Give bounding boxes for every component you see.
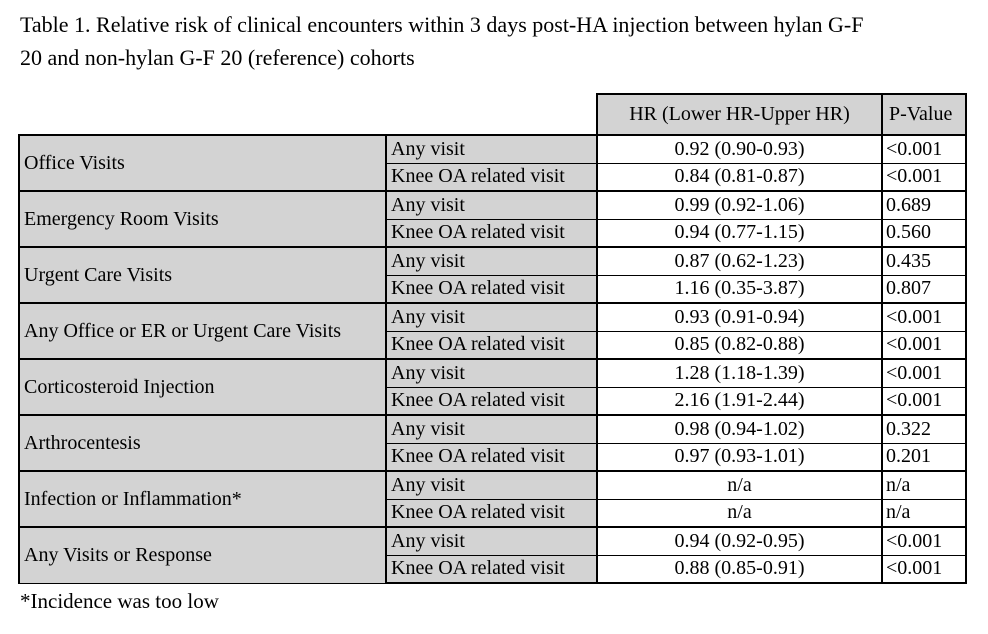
pvalue-cell: n/a <box>881 470 967 500</box>
relative-risk-table: HR (Lower HR-Upper HR) P-Value Office Vi… <box>18 93 967 584</box>
table-row: Knee OA related visit 1.16 (0.35-3.87) 0.8… <box>19 274 967 304</box>
header-pvalue: P-Value <box>881 93 967 136</box>
table-body: Office Visits Any visit 0.92 (0.90-0.93) <0… <box>18 134 967 584</box>
pvalue-cell: <0.001 <box>881 162 967 192</box>
hr-value-cell: 0.88 (0.85-0.91) <box>596 554 883 584</box>
table-caption-line-1: Table 1. Relative risk of clinical encou… <box>20 12 864 37</box>
hr-value-cell: 0.87 (0.62-1.23) <box>596 246 883 276</box>
table-row: Emergency Room Visits Any visit 0.99 (0.92… <box>18 190 967 248</box>
category-cell: Office Visits <box>18 134 387 192</box>
pvalue-cell: 0.201 <box>881 442 967 472</box>
hr-value-cell: n/a <box>596 470 883 500</box>
hr-value-cell: 0.92 (0.90-0.93) <box>596 134 883 164</box>
header-spacer-visit-type <box>386 94 597 135</box>
visit-type-cell: Knee OA related visit <box>385 162 598 192</box>
pvalue-cell: n/a <box>881 498 967 528</box>
table-row: Knee OA related visit 0.94 (0.77-1.15) 0.5… <box>19 218 967 248</box>
table-row: Knee OA related visit n/a n/a <box>19 498 967 528</box>
pvalue-cell: <0.001 <box>881 386 967 416</box>
hr-value-cell: 2.16 (1.91-2.44) <box>596 386 883 416</box>
visit-type-cell: Knee OA related visit <box>385 274 598 304</box>
table-caption-line-2: 20 and non-hylan G-F 20 (reference) coho… <box>20 45 415 70</box>
hr-value-cell: 0.98 (0.94-1.02) <box>596 414 883 444</box>
category-cell: Infection or Inflammation* <box>18 470 387 528</box>
header-hr: HR (Lower HR-Upper HR) <box>596 93 883 136</box>
visit-type-cell: Any visit <box>385 470 598 500</box>
pvalue-cell: <0.001 <box>881 358 967 388</box>
hr-value-cell: 1.28 (1.18-1.39) <box>596 358 883 388</box>
visit-type-cell: Any visit <box>385 134 598 164</box>
pvalue-cell: <0.001 <box>881 330 967 360</box>
visit-type-cell: Any visit <box>385 190 598 220</box>
pvalue-cell: 0.322 <box>881 414 967 444</box>
table-header: HR (Lower HR-Upper HR) P-Value <box>19 93 967 136</box>
hr-value-cell: 0.97 (0.93-1.01) <box>596 442 883 472</box>
category-cell: Urgent Care Visits <box>18 246 387 304</box>
pvalue-cell: 0.435 <box>881 246 967 276</box>
visit-type-cell: Knee OA related visit <box>385 498 598 528</box>
visit-type-cell: Any visit <box>385 414 598 444</box>
table-row: Corticosteroid Injection Any visit 1.28 (1… <box>18 358 967 416</box>
pvalue-cell: <0.001 <box>881 526 967 556</box>
category-cell: Emergency Room Visits <box>18 190 387 248</box>
pvalue-cell: 0.689 <box>881 190 967 220</box>
footnote: *Incidence was too low <box>20 589 219 613</box>
pvalue-cell: 0.560 <box>881 218 967 248</box>
table-row: Knee OA related visit 0.88 (0.85-0.91) <0.… <box>19 554 967 584</box>
pvalue-cell: <0.001 <box>881 302 967 332</box>
category-cell: Arthrocentesis <box>18 414 387 472</box>
hr-value-cell: n/a <box>596 498 883 528</box>
table-row: Any Visits or Response Any visit 0.94 (0.9… <box>18 526 967 584</box>
table-row: Knee OA related visit 0.85 (0.82-0.88) <0.… <box>19 330 967 360</box>
visit-type-cell: Any visit <box>385 358 598 388</box>
header-spacer-category <box>19 94 386 135</box>
pvalue-cell: <0.001 <box>881 134 967 164</box>
table-row: Arthrocentesis Any visit 0.98 (0.94-1.02) 0… <box>18 414 967 472</box>
category-cell: Any Office or ER or Urgent Care Visits <box>18 302 387 360</box>
visit-type-cell: Any visit <box>385 246 598 276</box>
table-row: Knee OA related visit 2.16 (1.91-2.44) <0.… <box>19 386 967 416</box>
visit-type-cell: Any visit <box>385 302 598 332</box>
table-row: Knee OA related visit 0.84 (0.81-0.87) <0.… <box>19 162 967 192</box>
table-caption: Table 1. Relative risk of clinical encou… <box>20 8 972 74</box>
hr-value-cell: 0.94 (0.77-1.15) <box>596 218 883 248</box>
visit-type-cell: Knee OA related visit <box>385 442 598 472</box>
hr-value-cell: 1.16 (0.35-3.87) <box>596 274 883 304</box>
table-row: Any Office or ER or Urgent Care Visits An… <box>18 302 967 360</box>
table-row: Infection or Inflammation* Any visit n/a n/… <box>18 470 967 528</box>
visit-type-cell: Knee OA related visit <box>385 218 598 248</box>
hr-value-cell: 0.84 (0.81-0.87) <box>596 162 883 192</box>
header-row: HR (Lower HR-Upper HR) P-Value <box>19 93 967 136</box>
table-row: Office Visits Any visit 0.92 (0.90-0.93) <0… <box>18 134 967 192</box>
visit-type-cell: Any visit <box>385 526 598 556</box>
hr-value-cell: 0.94 (0.92-0.95) <box>596 526 883 556</box>
visit-type-cell: Knee OA related visit <box>385 330 598 360</box>
hr-value-cell: 0.85 (0.82-0.88) <box>596 330 883 360</box>
visit-type-cell: Knee OA related visit <box>385 554 598 584</box>
pvalue-cell: 0.807 <box>881 274 967 304</box>
table-row: Urgent Care Visits Any visit 0.87 (0.62-1.… <box>18 246 967 304</box>
category-cell: Corticosteroid Injection <box>18 358 387 416</box>
hr-value-cell: 0.93 (0.91-0.94) <box>596 302 883 332</box>
hr-value-cell: 0.99 (0.92-1.06) <box>596 190 883 220</box>
pvalue-cell: <0.001 <box>881 554 967 584</box>
category-cell: Any Visits or Response <box>18 526 387 584</box>
visit-type-cell: Knee OA related visit <box>385 386 598 416</box>
